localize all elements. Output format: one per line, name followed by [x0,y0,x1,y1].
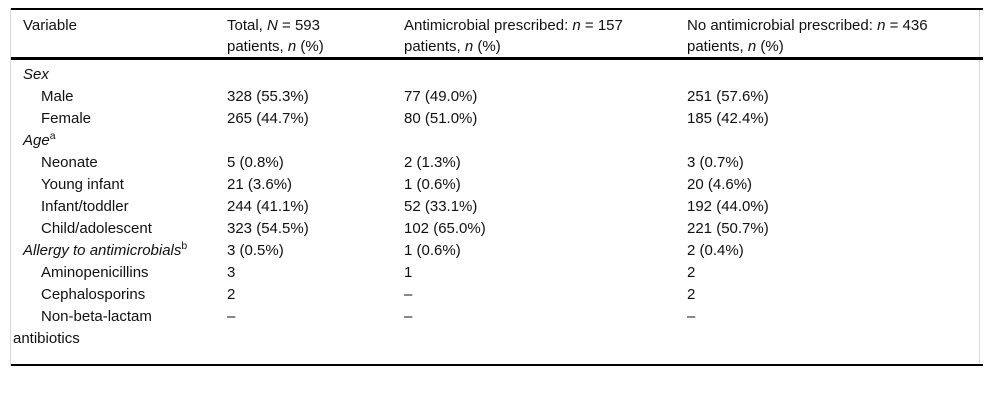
row-young-infant-value-2: 1 (0.6%) [404,176,461,193]
row-label: Aminopenicillins [41,264,149,281]
row-aminopenicillins-value-1: 3 [227,264,236,281]
row-non-beta-lactam-antibiotics-value-1: – [227,308,236,325]
header-variable-label: Variable [23,17,77,34]
section-sex: Sex [11,59,983,87]
row-label: Allergy to antimicrobialsb [23,240,188,259]
header-col-2: Total, N = 593 patients, n (%) [227,9,404,60]
row-infant-toddler-value-2: 52 (33.1%) [404,198,478,215]
section-allergy-to-antimicrobials-value-3: 2 (0.4%) [687,242,744,259]
row-young-infant-value-3: 20 (4.6%) [687,176,753,193]
row-female-value-2: 80 (51.0%) [404,110,478,127]
row-cephalosporins-value-1: 2 [227,286,236,303]
row-aminopenicillins-label-cell: Aminopenicillins [11,262,227,284]
section-sex-label-cell: Sex [11,59,227,87]
row-infant-toddler-value-3: 192 (44.0%) [687,198,769,215]
row-aminopenicillins-value-3: 2 [687,264,696,281]
row-female-value-3: 185 (42.4%) [687,110,769,127]
row-aminopenicillins-value-2: 1 [404,264,413,281]
header-line1: Antimicrobial prescribed: n = 157 [404,17,623,34]
row-female: Female 265 (44.7%) 80 (51.0%) 185 (42.4%) [11,108,983,130]
row-infant-toddler-label-cell: Infant/toddler [11,196,227,218]
row-child-adolescent-value-1: 323 (54.5%) [227,220,309,237]
section-allergy-to-antimicrobials-value-1: 3 (0.5%) [227,242,284,259]
row-infant-toddler-value-1: 244 (41.1%) [227,198,309,215]
row-neonate-value-2: 2 (1.3%) [404,154,461,171]
row-label: Cephalosporins [41,286,146,303]
row-non-beta-lactam-antibiotics-value-3: – [687,308,696,325]
header-col-4: No antimicrobial prescribed: n = 436 pati… [687,9,983,60]
section-age-value-2 [404,130,687,152]
section-allergy-to-antimicrobials-value-2: 1 (0.6%) [404,242,461,259]
section-sex-value-2 [404,59,687,87]
patient-characteristics-table: Variable Total, N = 593 patients, n (%) An… [10,8,983,366]
header-line1: Total, N = 593 [227,17,320,34]
row-child-adolescent-label-cell: Child/adolescent [11,218,227,240]
section-allergy-to-antimicrobials: Allergy to antimicrobialsb 3 (0.5%) 1 (0.6… [11,240,983,262]
data-table: Variable Total, N = 593 patients, n (%) An… [11,8,983,366]
row-label: Non-beta-lactam antibiotics [13,308,152,347]
section-age-value-3 [687,130,983,152]
row-neonate-value-3: 3 (0.7%) [687,154,744,171]
section-allergy-to-antimicrobials-label-cell: Allergy to antimicrobialsb [11,240,227,262]
row-non-beta-lactam-antibiotics: Non-beta-lactam antibiotics – – – [11,306,983,365]
row-young-infant-value-1: 21 (3.6%) [227,176,293,193]
row-non-beta-lactam-antibiotics-value-2: – [404,308,413,325]
row-cephalosporins-value-2: – [404,286,413,303]
row-cephalosporins: Cephalosporins 2 – 2 [11,284,983,306]
header-row: Variable Total, N = 593 patients, n (%) An… [11,9,983,60]
row-neonate: Neonate 5 (0.8%) 2 (1.3%) 3 (0.7%) [11,152,983,174]
header-line2: patients, n (%) [404,38,501,55]
row-young-infant-label-cell: Young infant [11,174,227,196]
row-male-label-cell: Male [11,86,227,108]
row-infant-toddler: Infant/toddler 244 (41.1%) 52 (33.1%) 192 (… [11,196,983,218]
section-sex-value-1 [227,59,404,87]
row-label: Agea [23,130,56,149]
header-line2: patients, n (%) [687,38,784,55]
row-female-value-1: 265 (44.7%) [227,110,309,127]
row-neonate-label-cell: Neonate [11,152,227,174]
header-col-3: Antimicrobial prescribed: n = 157 patient… [404,9,687,60]
row-child-adolescent-value-2: 102 (65.0%) [404,220,486,237]
row-non-beta-lactam-antibiotics-label-cell: Non-beta-lactam antibiotics [11,306,227,365]
row-male: Male 328 (55.3%) 77 (49.0%) 251 (57.6%) [11,86,983,108]
row-child-adolescent-value-3: 221 (50.7%) [687,220,769,237]
row-male-value-3: 251 (57.6%) [687,88,769,105]
row-cephalosporins-label-cell: Cephalosporins [11,284,227,306]
section-age-value-1 [227,130,404,152]
row-child-adolescent: Child/adolescent 323 (54.5%) 102 (65.0%) 22… [11,218,983,240]
row-cephalosporins-value-3: 2 [687,286,696,303]
header-line1: No antimicrobial prescribed: n = 436 [687,17,928,34]
row-label: Neonate [41,154,98,171]
row-female-label-cell: Female [11,108,227,130]
row-label: Young infant [41,176,124,193]
row-aminopenicillins: Aminopenicillins 3 1 2 [11,262,983,284]
row-label: Male [41,88,74,105]
table-header: Variable Total, N = 593 patients, n (%) An… [11,9,983,60]
row-label: Female [41,110,92,127]
section-age-label-cell: Agea [11,130,227,152]
row-label: Sex [23,66,49,83]
section-age: Agea [11,130,983,152]
row-young-infant: Young infant 21 (3.6%) 1 (0.6%) 20 (4.6%) [11,174,983,196]
header-line2: patients, n (%) [227,38,324,55]
table-body: Sex Male 328 (55.3%) 77 (49.0%) 251 (57.6%) F… [11,59,983,366]
row-label: Child/adolescent [41,220,152,237]
header-variable: Variable [11,9,227,60]
row-neonate-value-1: 5 (0.8%) [227,154,284,171]
row-label: Infant/toddler [41,198,129,215]
row-male-value-1: 328 (55.3%) [227,88,309,105]
row-male-value-2: 77 (49.0%) [404,88,478,105]
section-sex-value-3 [687,59,983,87]
